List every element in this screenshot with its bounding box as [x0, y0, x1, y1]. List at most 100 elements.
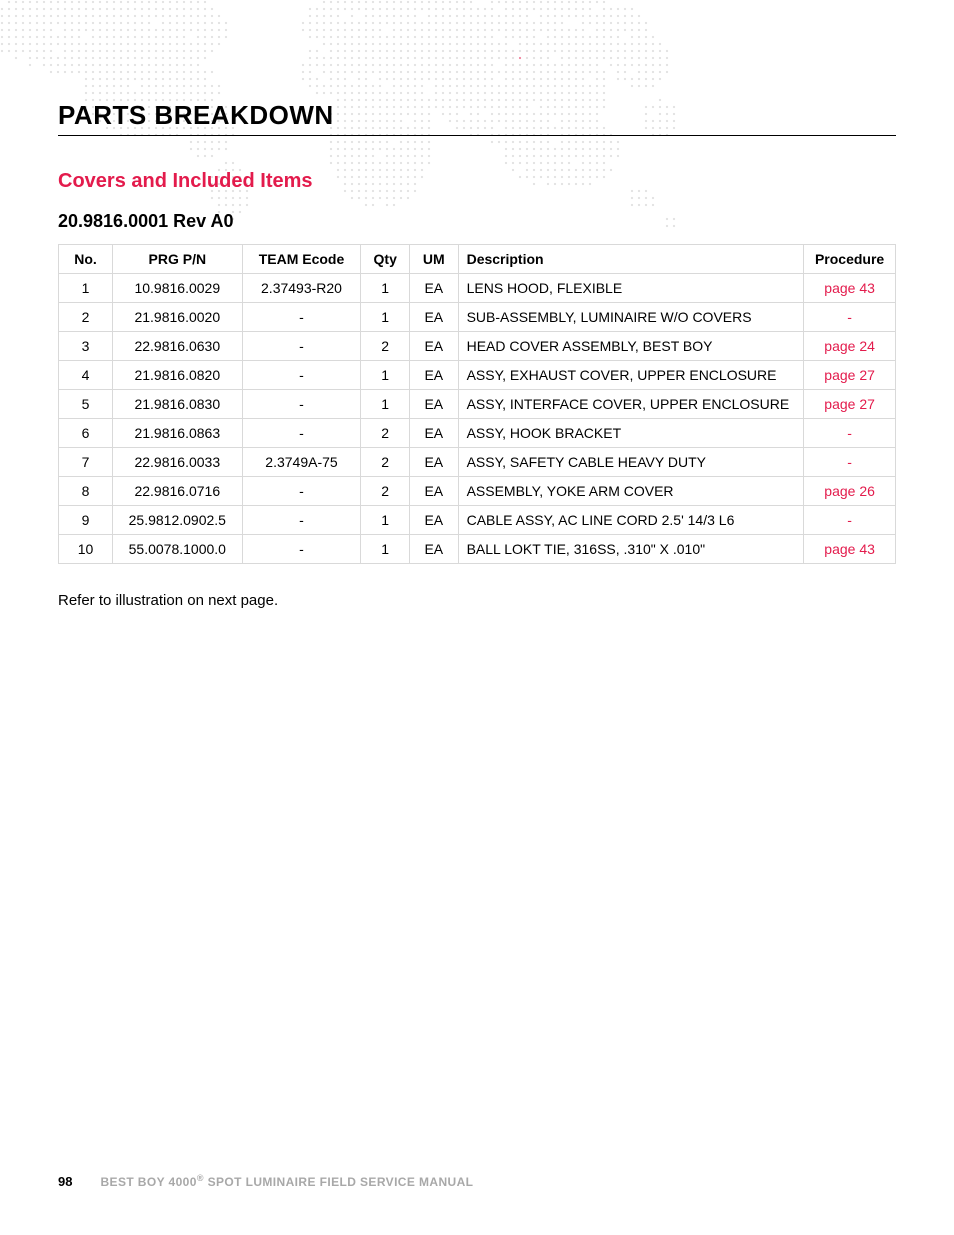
cell-prg: 22.9816.0716 [113, 477, 243, 506]
cell-qty: 1 [361, 361, 410, 390]
cell-proc: page 43 [804, 535, 896, 564]
cell-prg: 22.9816.0033 [113, 448, 243, 477]
cell-prg: 21.9816.0830 [113, 390, 243, 419]
table-row: 421.9816.0820-1EAASSY, EXHAUST COVER, UP… [59, 361, 896, 390]
procedure-link[interactable]: page 27 [824, 367, 875, 383]
table-row: 722.9816.00332.3749A-752EAASSY, SAFETY C… [59, 448, 896, 477]
note-text: Refer to illustration on next page. [58, 592, 896, 609]
col-header-qty: Qty [361, 245, 410, 274]
cell-um: EA [409, 390, 458, 419]
cell-no: 3 [59, 332, 113, 361]
parts-table: No.PRG P/NTEAM EcodeQtyUMDescriptionProc… [58, 244, 896, 564]
cell-no: 10 [59, 535, 113, 564]
table-row: 521.9816.0830-1EAASSY, INTERFACE COVER, … [59, 390, 896, 419]
page-footer: 98 BEST BOY 4000® SPOT LUMINAIRE FIELD S… [58, 1173, 896, 1189]
cell-team: - [242, 535, 361, 564]
cell-proc: page 43 [804, 274, 896, 303]
cell-desc: SUB-ASSEMBLY, LUMINAIRE W/O COVERS [458, 303, 804, 332]
cell-proc: page 26 [804, 477, 896, 506]
part-code: 20.9816.0001 Rev A0 [58, 211, 896, 232]
cell-team: - [242, 390, 361, 419]
section-title: PARTS BREAKDOWN [58, 100, 896, 136]
cell-no: 1 [59, 274, 113, 303]
doc-title: BEST BOY 4000® SPOT LUMINAIRE FIELD SERV… [100, 1173, 473, 1189]
subsection-title: Covers and Included Items [58, 170, 896, 193]
procedure-link[interactable]: page 24 [824, 338, 875, 354]
cell-desc: HEAD COVER ASSEMBLY, BEST BOY [458, 332, 804, 361]
col-header-desc: Description [458, 245, 804, 274]
procedure-link[interactable]: page 26 [824, 483, 875, 499]
cell-no: 2 [59, 303, 113, 332]
cell-um: EA [409, 303, 458, 332]
doc-title-prefix: BEST BOY 4000 [100, 1175, 196, 1189]
table-row: 822.9816.0716-2EAASSEMBLY, YOKE ARM COVE… [59, 477, 896, 506]
cell-desc: ASSY, EXHAUST COVER, UPPER ENCLOSURE [458, 361, 804, 390]
doc-title-suffix: SPOT LUMINAIRE FIELD SERVICE MANUAL [204, 1175, 474, 1189]
col-header-prg: PRG P/N [113, 245, 243, 274]
cell-prg: 22.9816.0630 [113, 332, 243, 361]
cell-team: - [242, 477, 361, 506]
table-row: 322.9816.0630-2EAHEAD COVER ASSEMBLY, BE… [59, 332, 896, 361]
page-number: 98 [58, 1174, 72, 1189]
cell-proc: - [804, 506, 896, 535]
cell-um: EA [409, 448, 458, 477]
cell-prg: 25.9812.0902.5 [113, 506, 243, 535]
cell-no: 5 [59, 390, 113, 419]
cell-prg: 21.9816.0020 [113, 303, 243, 332]
cell-um: EA [409, 274, 458, 303]
cell-no: 6 [59, 419, 113, 448]
cell-desc: ASSY, SAFETY CABLE HEAVY DUTY [458, 448, 804, 477]
cell-qty: 2 [361, 477, 410, 506]
cell-no: 9 [59, 506, 113, 535]
cell-um: EA [409, 477, 458, 506]
cell-no: 7 [59, 448, 113, 477]
cell-team: - [242, 419, 361, 448]
cell-desc: LENS HOOD, FLEXIBLE [458, 274, 804, 303]
cell-team: - [242, 332, 361, 361]
cell-qty: 2 [361, 448, 410, 477]
procedure-link[interactable]: page 27 [824, 396, 875, 412]
table-row: 925.9812.0902.5-1EACABLE ASSY, AC LINE C… [59, 506, 896, 535]
cell-um: EA [409, 535, 458, 564]
cell-team: 2.3749A-75 [242, 448, 361, 477]
table-row: 221.9816.0020-1EASUB-ASSEMBLY, LUMINAIRE… [59, 303, 896, 332]
cell-qty: 1 [361, 535, 410, 564]
cell-proc: page 27 [804, 361, 896, 390]
cell-qty: 1 [361, 506, 410, 535]
cell-proc: - [804, 419, 896, 448]
table-row: 1055.0078.1000.0-1EABALL LOKT TIE, 316SS… [59, 535, 896, 564]
cell-prg: 21.9816.0863 [113, 419, 243, 448]
col-header-no: No. [59, 245, 113, 274]
cell-team: 2.37493-R20 [242, 274, 361, 303]
cell-qty: 2 [361, 332, 410, 361]
table-row: 110.9816.00292.37493-R201EALENS HOOD, FL… [59, 274, 896, 303]
cell-team: - [242, 506, 361, 535]
cell-team: - [242, 361, 361, 390]
cell-qty: 1 [361, 303, 410, 332]
col-header-proc: Procedure [804, 245, 896, 274]
table-row: 621.9816.0863-2EAASSY, HOOK BRACKET- [59, 419, 896, 448]
procedure-link[interactable]: page 43 [824, 280, 875, 296]
cell-proc: - [804, 303, 896, 332]
cell-prg: 10.9816.0029 [113, 274, 243, 303]
table-header-row: No.PRG P/NTEAM EcodeQtyUMDescriptionProc… [59, 245, 896, 274]
cell-um: EA [409, 419, 458, 448]
cell-desc: ASSEMBLY, YOKE ARM COVER [458, 477, 804, 506]
cell-no: 8 [59, 477, 113, 506]
registered-mark: ® [197, 1173, 204, 1183]
cell-qty: 2 [361, 419, 410, 448]
cell-qty: 1 [361, 390, 410, 419]
cell-prg: 21.9816.0820 [113, 361, 243, 390]
cell-proc: - [804, 448, 896, 477]
cell-team: - [242, 303, 361, 332]
cell-no: 4 [59, 361, 113, 390]
cell-prg: 55.0078.1000.0 [113, 535, 243, 564]
cell-proc: page 24 [804, 332, 896, 361]
cell-desc: BALL LOKT TIE, 316SS, .310" X .010" [458, 535, 804, 564]
cell-desc: ASSY, INTERFACE COVER, UPPER ENCLOSURE [458, 390, 804, 419]
cell-desc: CABLE ASSY, AC LINE CORD 2.5' 14/3 L6 [458, 506, 804, 535]
procedure-link[interactable]: page 43 [824, 541, 875, 557]
cell-desc: ASSY, HOOK BRACKET [458, 419, 804, 448]
cell-qty: 1 [361, 274, 410, 303]
cell-um: EA [409, 506, 458, 535]
